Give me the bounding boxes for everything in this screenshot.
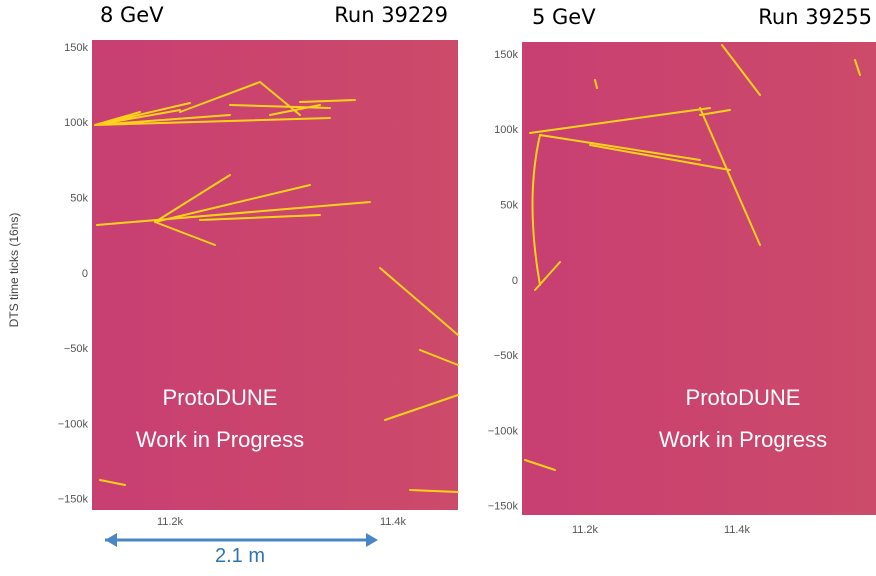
watermark: ProtoDUNE bbox=[163, 385, 278, 410]
panel-title: 8 GeV bbox=[100, 3, 164, 27]
y-tick-label: −100k bbox=[58, 418, 89, 430]
x-tick-label: 11.4k bbox=[724, 524, 751, 536]
watermark: ProtoDUNE bbox=[686, 385, 801, 410]
x-tick-label: 11.2k bbox=[157, 516, 184, 528]
y-tick-label: −100k bbox=[488, 425, 519, 437]
panel-title: 5 GeV bbox=[532, 5, 596, 29]
y-tick-label: −50k bbox=[494, 350, 519, 362]
y-axis-label: DTS time ticks (16ns) bbox=[7, 213, 21, 328]
tracks bbox=[524, 44, 861, 471]
run-label: Run 39255 bbox=[758, 5, 872, 29]
y-tick-label: 100k bbox=[494, 124, 518, 136]
y-tick-label: 150k bbox=[494, 49, 518, 61]
tracks bbox=[94, 81, 459, 493]
y-tick-label: 50k bbox=[500, 200, 518, 212]
event-display bbox=[522, 42, 876, 515]
y-tick-label: −50k bbox=[64, 343, 89, 355]
y-tick-label: 50k bbox=[70, 193, 88, 205]
x-tick-label: 11.4k bbox=[380, 516, 407, 528]
y-tick-label: 0 bbox=[512, 275, 518, 287]
y-tick-label: −150k bbox=[488, 501, 519, 513]
y-tick-label: 100k bbox=[64, 117, 88, 129]
x-tick-label: 11.2k bbox=[572, 524, 599, 536]
scale-bar-label: 2.1 m bbox=[215, 545, 265, 567]
run-label: Run 39229 bbox=[334, 3, 448, 27]
event-display bbox=[92, 40, 458, 510]
watermark: Work in Progress bbox=[136, 427, 304, 452]
watermark: Work in Progress bbox=[659, 427, 827, 452]
y-tick-label: −150k bbox=[58, 494, 89, 506]
y-tick-label: 150k bbox=[64, 42, 88, 54]
y-tick-label: 0 bbox=[82, 268, 88, 280]
